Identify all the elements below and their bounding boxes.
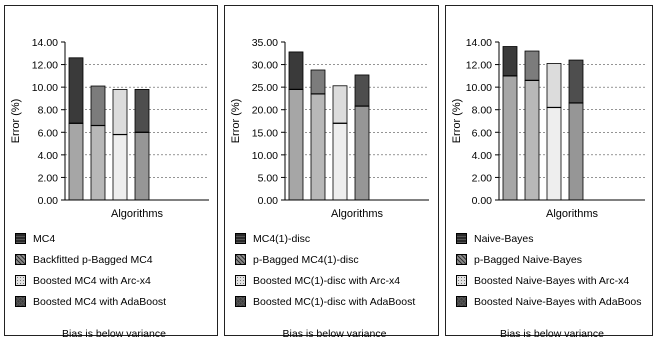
y-tick-label: 0.00 [472, 195, 493, 207]
legend-swatch [456, 233, 467, 244]
bar-bias-segment [568, 102, 584, 201]
bar-bias-segment [332, 122, 348, 201]
bar-variance-segment [90, 85, 106, 126]
legend-label: Boosted MC4 with AdaBoost [33, 296, 167, 308]
legend-swatch [456, 275, 467, 286]
bar-bias-segment [134, 131, 150, 201]
legend-swatch [15, 254, 26, 265]
bar-bias-segment [310, 93, 326, 201]
chart-svg-3: 0.00 2.00 4.00 6.00 8.00 10.00 12.00 14.00 Algor… [451, 37, 645, 220]
legend-swatch [235, 296, 246, 307]
legend-label: Boosted MC4 with Arc-x4 [33, 275, 151, 287]
legend-swatch [235, 233, 246, 244]
legend-label: MC4 [33, 233, 56, 245]
y-tick-label: 0.00 [38, 195, 59, 207]
legend-swatch [15, 296, 26, 307]
legend-label: p-Bagged MC4(1)-disc [253, 254, 359, 266]
chart-panel-1: 0.00 2.00 4.00 6.00 8.00 10.00 12.00 14.00 Algor… [4, 5, 218, 340]
y-tick-label: 5.00 [258, 172, 279, 184]
legend-label: Boosted Naive-Bayes with AdaBoos [474, 296, 642, 308]
y-tick-label: 10.00 [466, 82, 492, 94]
bar-variance-segment [134, 89, 150, 133]
bar-bias-segment [112, 134, 128, 201]
x-axis-label: Algorithms [546, 208, 598, 220]
bar-bias-segment [90, 125, 106, 201]
legend-item: Boosted MC4 with AdaBoost [15, 295, 166, 309]
legend-label: Boosted MC(1)-disc with AdaBoost [253, 296, 416, 308]
bar-variance-segment [112, 89, 128, 135]
legend-label: MC4(1)-disc [253, 233, 311, 245]
legend-label: Boosted MC(1)-disc with Arc-x4 [253, 275, 401, 287]
legend-label: Backfitted p-Bagged MC4 [33, 254, 153, 266]
legend-swatch [235, 254, 246, 265]
legend-item: p-Bagged Naive-Bayes [456, 253, 582, 267]
chart-svg-1: 0.00 2.00 4.00 6.00 8.00 10.00 12.00 14.00 Algor… [10, 37, 209, 220]
y-tick-label: 10.00 [32, 82, 58, 94]
y-axis-label: Error (%) [230, 99, 242, 144]
bar-variance-segment [524, 50, 540, 81]
bar-variance-segment [288, 51, 304, 90]
bias-note: Bias is below variance [500, 328, 604, 340]
bias-note: Bias is below variance [62, 328, 166, 340]
y-tick-label: 6.00 [472, 127, 493, 139]
y-tick-label: 25.00 [252, 82, 278, 94]
bar-bias-segment [68, 122, 84, 201]
legend-item: MC4 [15, 232, 55, 246]
chart-svg-2: 0.00 5.00 10.00 15.00 20.00 25.00 30.00 35.00 Al… [230, 37, 429, 220]
bar-variance-segment [310, 69, 326, 95]
legend-swatch [456, 296, 467, 307]
y-tick-label: 35.00 [252, 37, 278, 49]
legend-item: Backfitted p-Bagged MC4 [15, 253, 153, 267]
bar-bias-segment [502, 75, 518, 201]
y-tick-label: 6.00 [38, 127, 59, 139]
y-tick-label: 2.00 [38, 172, 59, 184]
legend-swatch [456, 254, 467, 265]
y-tick-label: 12.00 [466, 60, 492, 72]
y-tick-label: 4.00 [472, 150, 493, 162]
legend-item: Boosted MC(1)-disc with AdaBoost [235, 295, 415, 309]
legend-item: MC4(1)-disc [235, 232, 310, 246]
legend-label: Boosted Naive-Bayes with Arc-x4 [474, 275, 630, 287]
y-tick-label: 0.00 [258, 195, 279, 207]
y-tick-label: 10.00 [252, 150, 278, 162]
y-tick-label: 4.00 [38, 150, 59, 162]
y-tick-label: 12.00 [32, 60, 58, 72]
bar-variance-segment [68, 57, 84, 124]
legend-item: Boosted MC(1)-disc with Arc-x4 [235, 274, 400, 288]
y-axis-label: Error (%) [10, 99, 22, 144]
legend-label: p-Bagged Naive-Bayes [474, 254, 582, 266]
chart-panel-2: 0.00 5.00 10.00 15.00 20.00 25.00 30.00 35.00 Al… [224, 5, 439, 340]
legend-swatch [235, 275, 246, 286]
x-axis-label: Algorithms [331, 208, 383, 220]
chart-panel-3: 0.00 2.00 4.00 6.00 8.00 10.00 12.00 14.00 Algor… [445, 5, 653, 340]
bar-variance-segment [332, 85, 348, 124]
legend-label: Naive-Bayes [474, 233, 534, 245]
y-tick-label: 30.00 [252, 60, 278, 72]
legend-item: p-Bagged MC4(1)-disc [235, 253, 359, 267]
bar-variance-segment [568, 59, 584, 104]
bar-variance-segment [354, 74, 370, 107]
bar-bias-segment [546, 107, 562, 201]
y-tick-label: 8.00 [472, 105, 493, 117]
bar-bias-segment [288, 89, 304, 201]
bar-bias-segment [354, 105, 370, 201]
legend-item: Boosted Naive-Bayes with AdaBoos [456, 295, 642, 309]
y-tick-label: 15.00 [252, 127, 278, 139]
y-tick-label: 2.00 [472, 172, 493, 184]
legend-swatch [15, 233, 26, 244]
y-tick-label: 8.00 [38, 105, 59, 117]
bar-bias-segment [524, 79, 540, 201]
bar-variance-segment [546, 63, 562, 108]
legend-item: Boosted Naive-Bayes with Arc-x4 [456, 274, 629, 288]
legend-swatch [15, 275, 26, 286]
y-tick-label: 14.00 [32, 37, 58, 49]
y-tick-label: 20.00 [252, 105, 278, 117]
bias-note: Bias is below variance [282, 328, 387, 340]
y-tick-label: 14.00 [466, 37, 492, 49]
legend-item: Naive-Bayes [456, 232, 534, 246]
bar-variance-segment [502, 46, 518, 77]
legend-item: Boosted MC4 with Arc-x4 [15, 274, 151, 288]
x-axis-label: Algorithms [111, 208, 163, 220]
y-axis-label: Error (%) [451, 99, 463, 144]
